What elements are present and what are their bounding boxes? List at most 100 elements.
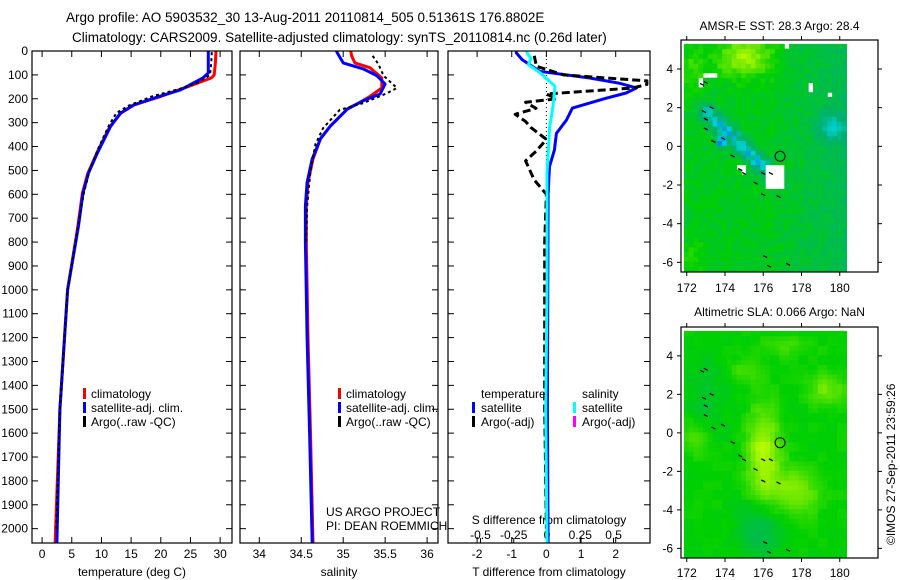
map-cell — [789, 523, 795, 529]
map-cell — [755, 407, 761, 414]
map-cell — [683, 222, 690, 228]
map-cell — [722, 407, 728, 414]
map-cell — [765, 145, 771, 151]
map-cell — [707, 484, 714, 491]
map-cell — [707, 63, 714, 69]
map-cell — [746, 427, 752, 433]
map-cell — [765, 92, 771, 98]
map-cell — [688, 388, 694, 394]
map-cell — [736, 232, 742, 238]
map-cell — [779, 388, 785, 394]
map-cell — [712, 431, 718, 438]
map-cell — [693, 552, 699, 558]
map-cell — [817, 374, 824, 380]
map-cell — [817, 53, 824, 59]
map-cell — [726, 256, 733, 262]
map-cell — [784, 213, 790, 219]
island-coastline — [703, 404, 709, 408]
map-cell — [746, 359, 752, 365]
y-tick-label: 4 — [666, 62, 673, 76]
map-cell — [688, 528, 694, 534]
map-cell — [693, 451, 699, 457]
map-cell — [741, 465, 747, 471]
map-cell — [736, 552, 742, 558]
map-cell — [760, 470, 766, 476]
map-cell — [774, 135, 780, 141]
map-cell — [789, 436, 795, 442]
map-cell — [750, 456, 757, 462]
map-cell — [779, 417, 785, 423]
map-cell — [765, 213, 771, 219]
map-cell — [755, 68, 761, 74]
map-cell — [798, 335, 804, 341]
map-cell — [698, 193, 704, 199]
map-cell — [784, 135, 790, 141]
x-tick-label: 172 — [677, 281, 697, 295]
map-cell — [803, 135, 809, 141]
map-cell — [736, 242, 742, 248]
map-cell — [803, 92, 809, 98]
map-cell — [769, 475, 776, 481]
map-cell — [688, 547, 694, 553]
map-cell — [712, 77, 718, 83]
map-cell — [712, 364, 718, 370]
map-cell — [750, 513, 757, 519]
map-cell — [750, 232, 757, 238]
map-cell — [698, 237, 704, 243]
map-cell — [769, 504, 776, 510]
map-cell — [784, 155, 790, 161]
map-cell — [722, 412, 728, 418]
map-cell — [683, 193, 690, 199]
map-cell — [712, 528, 718, 534]
map-cell — [774, 407, 780, 414]
map-cell — [793, 422, 800, 428]
map-cell — [703, 465, 709, 471]
map-cell — [808, 213, 814, 219]
map-cell — [703, 169, 709, 175]
map-cell — [769, 383, 776, 390]
map-cell — [789, 155, 795, 161]
map-cell — [736, 340, 742, 346]
map-cell — [698, 470, 704, 476]
map-cell — [832, 159, 838, 166]
map-cell — [813, 266, 819, 272]
map-cell — [722, 87, 728, 93]
map-cell — [803, 72, 809, 79]
y-tick-label: 0 — [666, 426, 673, 440]
map-cell — [793, 504, 800, 510]
map-cell — [731, 222, 737, 228]
map-cell — [798, 237, 804, 243]
map-cell — [803, 68, 809, 74]
map-cell — [808, 359, 814, 365]
map-cell — [760, 77, 766, 83]
map-cell — [808, 484, 814, 491]
map-cell — [750, 63, 757, 69]
map-cell — [683, 330, 690, 337]
map-cell — [813, 92, 819, 98]
map-cell — [813, 499, 819, 505]
map-cell — [707, 451, 714, 457]
map-cell — [841, 552, 847, 558]
map-cell — [827, 354, 833, 361]
map-cell — [827, 552, 833, 558]
map-cell — [765, 456, 771, 462]
map-cell — [779, 513, 785, 519]
map-cell — [827, 345, 833, 351]
map-cell — [827, 489, 833, 495]
map-cell — [803, 480, 809, 486]
map-cell — [698, 150, 704, 156]
map-cell — [832, 552, 838, 558]
map-cell — [760, 213, 766, 219]
map-cell — [755, 489, 761, 495]
map-cell — [765, 350, 771, 356]
map-cell — [760, 58, 766, 64]
map-cell — [688, 164, 694, 170]
map-cell — [803, 169, 809, 175]
map-cell — [827, 499, 833, 505]
map-cell — [683, 203, 690, 209]
map-cell — [746, 72, 752, 79]
map-cell — [726, 179, 733, 185]
map-cell — [817, 398, 824, 404]
map-cell — [789, 193, 795, 199]
map-cell — [822, 398, 828, 404]
